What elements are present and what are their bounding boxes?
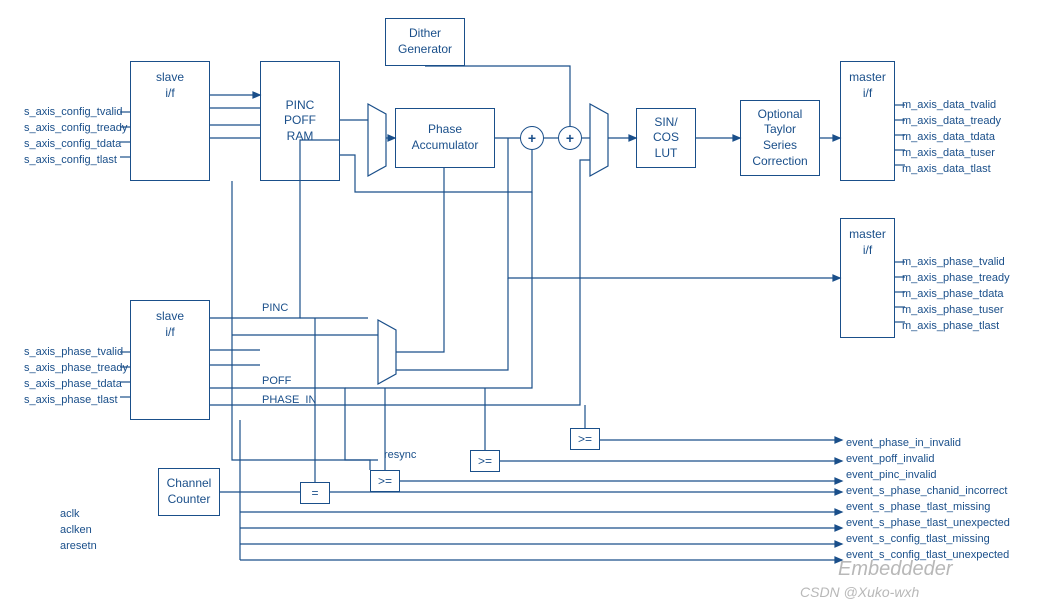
cmp-ge-3: >= [570,428,600,450]
block-master-if-phase: masteri/f [840,218,895,338]
block-taylor-correction: OptionalTaylorSeriesCorrection [740,100,820,176]
block-sin-cos-lut: SIN/COSLUT [636,108,696,168]
block-master-if-data: masteri/f [840,61,895,181]
label-phase-in: PHASE_IN [262,394,316,406]
block-dither-generator: DitherGenerator [385,18,465,66]
cmp-ge-1: >= [370,470,400,492]
label-poff: POFF [262,375,291,387]
cmp-eq: = [300,482,330,504]
block-slave-if-top: slavei/f [130,61,210,181]
watermark-2: CSDN @Xuko-wxh [800,584,919,600]
signals-events: event_phase_in_invalid event_poff_invali… [846,436,1010,564]
block-channel-counter: ChannelCounter [158,468,220,516]
signals-phase-in: s_axis_phase_tvalid s_axis_phase_tready … [24,345,128,409]
signals-config-in: s_axis_config_tvalid s_axis_config_tread… [24,105,127,169]
label-resync: resync [384,449,416,461]
adder-1: + [520,126,544,150]
block-phase-accumulator: PhaseAccumulator [395,108,495,168]
adder-2: + [558,126,582,150]
signals-data-out: m_axis_data_tvalid m_axis_data_tready m_… [902,98,1001,178]
block-pinc-poff-ram: PINCPOFFRAM [260,61,340,181]
signals-phase-out: m_axis_phase_tvalid m_axis_phase_tready … [902,255,1010,335]
signals-clk: aclk aclken aresetn [60,507,97,555]
block-slave-if-bottom: slavei/f [130,300,210,420]
cmp-ge-2: >= [470,450,500,472]
label-pinc: PINC [262,302,288,314]
